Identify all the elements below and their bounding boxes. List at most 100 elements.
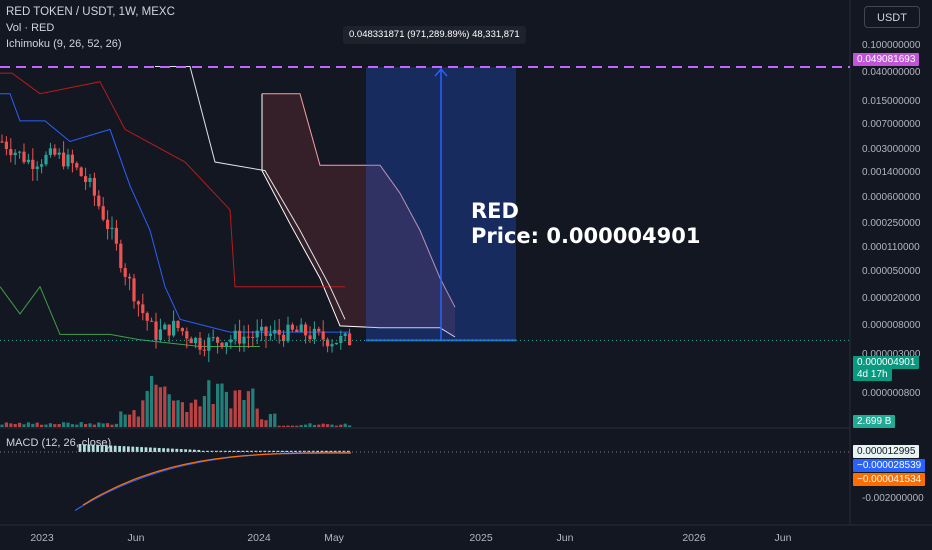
volume-bar — [53, 424, 57, 427]
price-tick-label: 0.000600000 — [862, 191, 921, 203]
macd-line-badge: −0.000028539 — [853, 459, 926, 472]
macd-histogram-bar — [83, 444, 86, 452]
candle-body — [163, 324, 167, 330]
volume-bar — [308, 423, 312, 427]
candle-body — [79, 167, 83, 177]
price-tick-label: 0.040000000 — [862, 67, 921, 79]
volume-bar — [185, 411, 189, 427]
symbol-title: RED TOKEN / USDT, 1W, MEXC — [6, 6, 175, 18]
macd-histogram-bar — [267, 450, 271, 452]
volume-bar — [154, 384, 158, 427]
macd-histogram-bar — [206, 450, 209, 452]
price-tick-label: 0.100000000 — [862, 39, 921, 51]
volume-bar — [198, 406, 202, 427]
volume-bar — [88, 423, 92, 427]
volume-bar — [48, 423, 52, 427]
volume-bar — [282, 425, 286, 427]
macd-histogram-bar — [237, 450, 240, 452]
price-tick-label: 0.000000800 — [862, 388, 921, 400]
macd-histogram-bar — [131, 446, 135, 452]
candle-body — [40, 164, 44, 167]
candle-body — [304, 324, 308, 336]
candle-body — [48, 148, 52, 155]
volume-bar — [106, 423, 110, 427]
volume-bar — [75, 424, 79, 427]
candle-body — [260, 326, 264, 331]
volume-bar — [92, 424, 96, 427]
candle-body — [44, 154, 48, 165]
volume-bar — [158, 387, 162, 427]
volume-bar — [304, 424, 308, 427]
candle-body — [75, 163, 79, 168]
volume-bar — [317, 424, 321, 427]
signal-line-badge: −0.000041534 — [853, 473, 926, 486]
time-tick-label: 2025 — [469, 532, 493, 544]
measure-label: 0.048331871 (971,289.89%) 48,331,871 — [343, 26, 526, 44]
volume-bar — [339, 424, 343, 427]
candle-body — [18, 151, 22, 153]
time-tick-label: 2023 — [30, 532, 54, 544]
macd-histogram-bar — [338, 450, 341, 452]
candle-body — [321, 331, 325, 340]
volume-bar — [40, 424, 44, 427]
candle-body — [202, 349, 206, 351]
volume-bar — [348, 425, 352, 427]
macd-histogram-bar — [122, 446, 126, 452]
macd-histogram-bar — [118, 445, 121, 452]
volume-bar — [132, 410, 136, 427]
macd-histogram-bar — [113, 445, 117, 452]
candle-body — [172, 320, 176, 336]
candle-body — [246, 336, 250, 338]
volume-bar — [44, 424, 48, 427]
candle-body — [123, 268, 127, 277]
price-tick-label: 0.000250000 — [862, 217, 921, 229]
volume-bar — [207, 380, 211, 427]
time-tick-label: 2024 — [247, 532, 271, 544]
volume-bar — [66, 422, 70, 427]
candle-body — [31, 159, 35, 169]
macd-histogram-bar — [347, 450, 350, 452]
macd-histogram-bar — [109, 445, 113, 452]
candle-body — [88, 177, 92, 183]
price-tick-label: 0.000008000 — [862, 319, 921, 331]
candle-body — [229, 339, 233, 343]
macd-histogram-bar — [303, 450, 306, 452]
ichimoku-cloud — [262, 93, 455, 337]
volume-bar — [220, 383, 224, 427]
candle-body — [277, 329, 281, 335]
candle-body — [167, 324, 171, 336]
candle-body — [180, 328, 184, 332]
macd-histogram-bar — [245, 450, 249, 452]
macd-histogram-bar — [184, 449, 187, 452]
ichimoku-legend: Ichimoku (9, 26, 52, 26) — [6, 38, 122, 50]
macd-histogram-bar — [320, 450, 324, 452]
volume-bar — [145, 390, 149, 427]
macd-histogram-bar — [241, 450, 245, 452]
macd-histogram-bar — [259, 450, 262, 452]
macd-histogram-bar — [100, 445, 104, 452]
volume-bar — [128, 414, 132, 427]
candle-body — [330, 344, 334, 347]
candle-body — [110, 227, 114, 229]
ichimoku-indicator — [0, 66, 456, 347]
currency-button[interactable]: USDT — [864, 6, 920, 28]
candle-body — [286, 324, 290, 342]
macd-histogram-bar — [135, 446, 139, 452]
measure-arrow-head — [434, 67, 448, 77]
volume-bar — [150, 375, 154, 427]
volume-bar — [110, 424, 114, 427]
macd-histogram-bar — [329, 450, 333, 452]
macd-histogram-bar — [188, 449, 192, 452]
candle-body — [62, 152, 66, 167]
volume-bar — [286, 425, 290, 427]
candle-body — [211, 337, 215, 339]
volume-bar — [295, 425, 299, 427]
macd-histogram-bar — [105, 445, 108, 452]
macd-histogram-bar — [232, 450, 236, 452]
candle-body — [189, 338, 193, 344]
volume-bar — [13, 423, 17, 427]
candle-body — [101, 206, 105, 220]
volume-bar — [167, 394, 171, 427]
volume-bar — [84, 423, 88, 427]
